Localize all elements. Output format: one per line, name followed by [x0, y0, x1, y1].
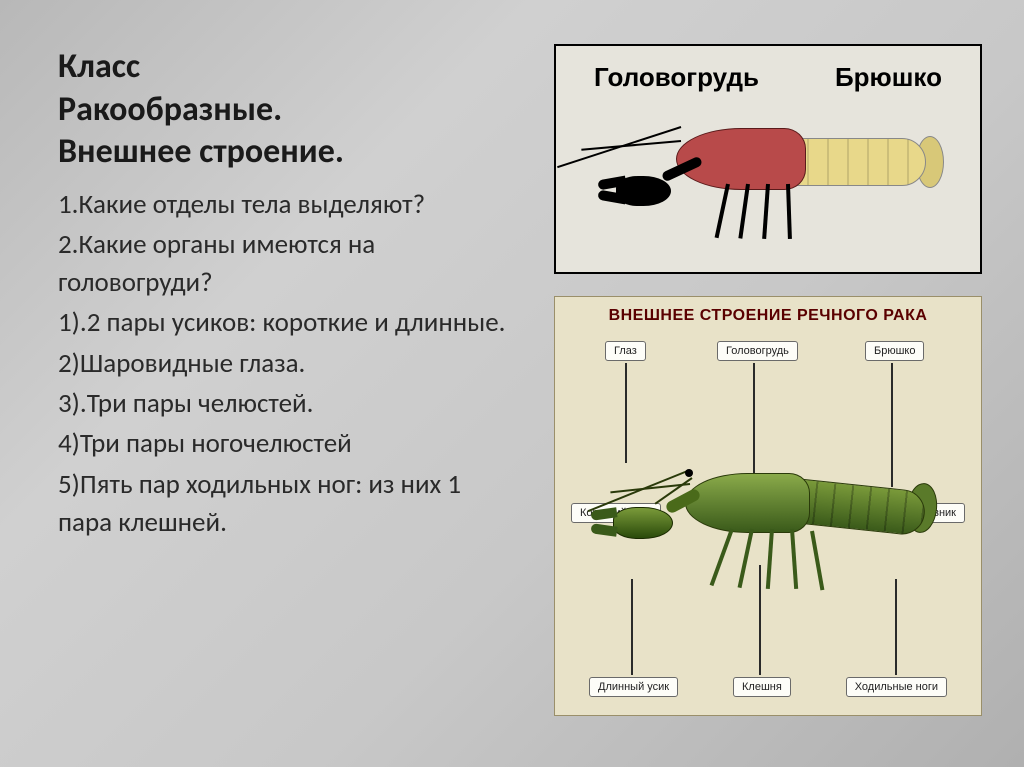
answer-3: 3).Три пары челюстей.: [58, 385, 518, 423]
title-line: Класс: [58, 46, 518, 89]
leg-icon: [715, 184, 730, 239]
figure-body-sections: Головогрудь Брюшко: [554, 44, 982, 274]
label-walking-legs: Ходильные ноги: [846, 677, 947, 697]
title-line: Внешнее строение.: [58, 131, 518, 174]
label-long-antenna: Длинный усик: [589, 677, 678, 697]
cephalothorax-shape: [685, 473, 810, 533]
title-line: Ракообразные.: [58, 89, 518, 132]
figure-external-structure: ВНЕШНЕЕ СТРОЕНИЕ РЕЧНОГО РАКА Глаз Голов…: [554, 296, 982, 716]
walking-leg-icon: [738, 529, 754, 589]
leg-icon: [786, 184, 792, 239]
label-cephalothorax: Головогрудь: [594, 62, 759, 93]
content-list: 1.Какие отделы тела выделяют? 2.Какие ор…: [58, 186, 518, 543]
figure1-labels: Головогрудь Брюшко: [556, 62, 980, 93]
walking-leg-icon: [790, 529, 798, 589]
abdomen-shape: [786, 138, 926, 186]
abdomen-shape: [793, 478, 927, 536]
slide-title: Класс Ракообразные. Внешнее строение.: [58, 46, 518, 174]
question-2: 2.Какие органы имеются на головогруди?: [58, 226, 518, 303]
leg-icon: [762, 184, 770, 239]
crayfish-colored-diagram: [606, 116, 936, 256]
figure2-title: ВНЕШНЕЕ СТРОЕНИЕ РЕЧНОГО РАКА: [555, 307, 981, 325]
answer-5: 5)Пять пар ходильных ног: из них 1 пара …: [58, 466, 518, 543]
answer-4: 4)Три пары ногочелюстей: [58, 425, 518, 463]
label-eye: Глаз: [605, 341, 646, 361]
answer-2: 2)Шаровидные глаза.: [58, 345, 518, 383]
label-abdomen: Брюшко: [865, 341, 924, 361]
question-1: 1.Какие отделы тела выделяют?: [58, 186, 518, 224]
label-claw: Клешня: [733, 677, 791, 697]
eye-icon: [685, 469, 693, 477]
walking-leg-icon: [710, 528, 734, 586]
label-abdomen: Брюшко: [835, 62, 942, 93]
walking-leg-icon: [766, 529, 774, 589]
walking-leg-icon: [810, 531, 824, 591]
leg-icon: [738, 184, 750, 239]
label-cephalothorax: Головогрудь: [717, 341, 798, 361]
crayfish-green-diagram: [615, 437, 925, 617]
claw-icon: [605, 503, 695, 549]
claw-icon: [616, 176, 696, 216]
answer-1: 1).2 пары усиков: короткие и длинные.: [58, 304, 518, 342]
text-column: Класс Ракообразные. Внешнее строение. 1.…: [58, 46, 518, 544]
